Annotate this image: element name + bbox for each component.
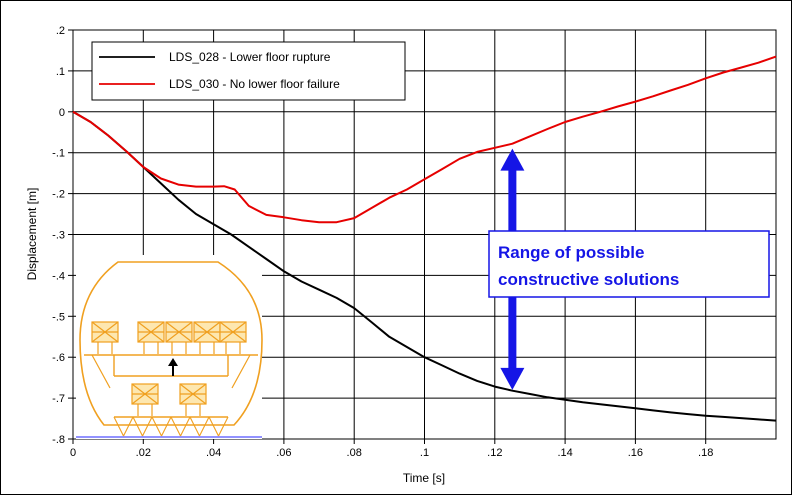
x-tick-label: .1 bbox=[420, 447, 429, 459]
range-arrow-down-head bbox=[500, 367, 525, 390]
range-label-box bbox=[488, 230, 770, 298]
range-label-line: Range of possible bbox=[498, 243, 644, 262]
x-tick-label: .16 bbox=[628, 447, 643, 459]
x-axis-ticks: 0 .02 .04 .06 .08 .1 .12 .14 .16 .18 bbox=[70, 439, 713, 459]
x-tick-label: .06 bbox=[276, 447, 291, 459]
y-axis-title: Displacement [m] bbox=[25, 188, 39, 281]
series-line-lds-028 bbox=[72, 110, 777, 422]
x-tick-label: .18 bbox=[698, 447, 713, 459]
y-axis-ticks: .2 .1 0 -.1 -.2 -.3 -.4 -.5 -.6 -.7 -.8 bbox=[52, 25, 73, 446]
x-tick-label: .04 bbox=[206, 447, 221, 459]
x-tick-label: 0 bbox=[70, 447, 76, 459]
y-tick-label: -.5 bbox=[52, 311, 65, 323]
x-axis-title: Time [s] bbox=[403, 471, 445, 485]
series-line-lds-030 bbox=[72, 55, 777, 224]
range-annotation: Range of possible constructive solutions bbox=[488, 148, 770, 390]
legend-label-lds-030: LDS_030 - No lower floor failure bbox=[169, 77, 340, 91]
x-tick-label: .12 bbox=[487, 447, 502, 459]
y-tick-label: 0 bbox=[59, 107, 65, 119]
range-label-line: constructive solutions bbox=[498, 270, 679, 289]
x-tick-label: .08 bbox=[347, 447, 362, 459]
y-tick-label: -.7 bbox=[52, 393, 65, 405]
y-tick-label: -.1 bbox=[52, 148, 65, 160]
y-tick-label: -.6 bbox=[52, 352, 65, 364]
legend-label-lds-028: LDS_028 - Lower floor rupture bbox=[169, 50, 331, 64]
y-tick-label: -.4 bbox=[52, 270, 65, 282]
y-tick-label: -.3 bbox=[52, 230, 65, 242]
y-tick-label: .2 bbox=[56, 25, 65, 37]
legend: LDS_028 - Lower floor rupture LDS_030 - … bbox=[91, 41, 406, 101]
y-tick-label: -.2 bbox=[52, 189, 65, 201]
range-arrow-up-head bbox=[500, 148, 525, 171]
y-tick-label: .1 bbox=[56, 66, 65, 78]
x-tick-label: .02 bbox=[136, 447, 151, 459]
x-tick-label: .14 bbox=[557, 447, 572, 459]
series-layer bbox=[72, 55, 777, 422]
y-tick-label: -.8 bbox=[52, 434, 65, 446]
lower-floor-schematic-image bbox=[76, 255, 263, 439]
